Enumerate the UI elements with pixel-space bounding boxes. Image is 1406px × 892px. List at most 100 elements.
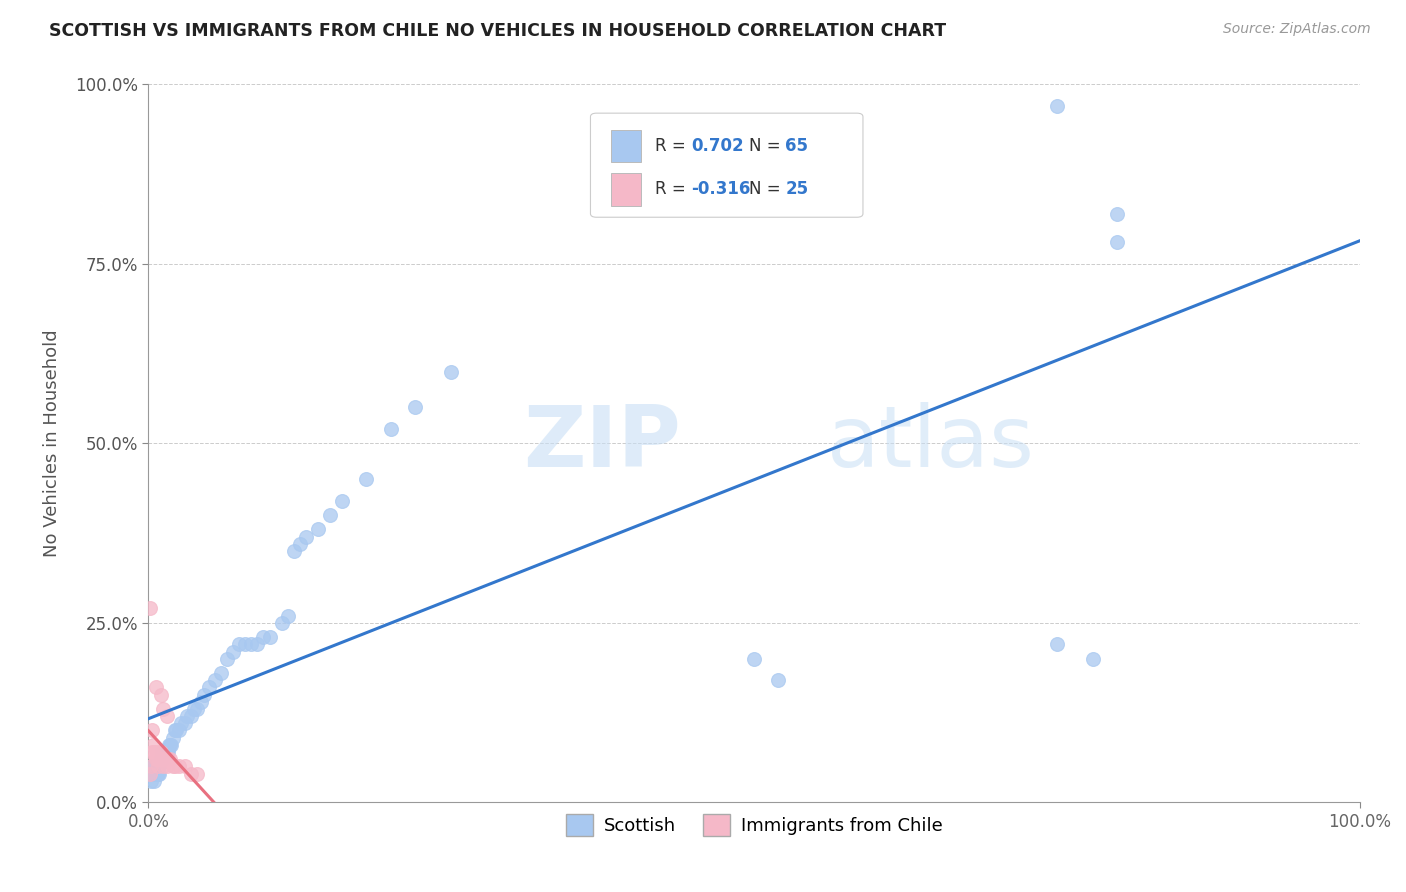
Point [165,723,187,738]
Text: SCOTTISH VS IMMIGRANTS FROM CHILE NO VEHICLES IN HOUSEHOLD CORRELATION CHART: SCOTTISH VS IMMIGRANTS FROM CHILE NO VEH… [49,22,946,40]
Point [440,365,463,379]
Point [155,752,177,766]
Point [165,723,187,738]
Point [209,666,232,681]
FancyBboxPatch shape [612,129,641,162]
Point [1081,651,1104,665]
Point [165,759,187,773]
Point [152,702,174,716]
Point [153,752,176,766]
Point [176,709,198,723]
Point [148,766,170,780]
Point [277,608,299,623]
Point [404,401,426,415]
Point [141,745,163,759]
Point [139,773,162,788]
Point [193,688,215,702]
Point [180,709,202,723]
Point [148,752,170,766]
Point [141,759,163,773]
Text: 0.702: 0.702 [690,136,744,155]
Point [138,601,160,615]
Point [162,731,184,745]
Point [146,745,169,759]
Point [307,523,329,537]
Point [246,637,269,651]
Point [155,745,177,759]
Point [159,752,181,766]
Point [1046,637,1069,651]
Point [146,759,169,773]
Point [1107,207,1129,221]
Point [138,766,160,780]
Point [146,752,169,766]
Point [204,673,226,688]
Point [295,530,318,544]
Point [156,745,179,759]
Text: R =: R = [655,136,690,155]
Point [222,644,245,658]
FancyBboxPatch shape [591,113,863,218]
Text: N =: N = [749,180,786,198]
Point [167,759,190,773]
Point [143,773,166,788]
Point [148,759,170,773]
Point [170,716,193,731]
Point [155,745,177,759]
Point [150,752,173,766]
Point [152,759,174,773]
Point [742,651,765,665]
Point [198,681,221,695]
Point [160,738,183,752]
Point [190,695,212,709]
Text: R =: R = [655,180,690,198]
Text: 65: 65 [786,136,808,155]
Point [180,766,202,780]
Point [139,759,162,773]
Point [146,759,169,773]
Text: ZIP: ZIP [523,402,682,485]
Point [233,637,256,651]
Point [153,745,176,759]
Text: N =: N = [749,136,786,155]
Point [380,422,402,436]
Point [240,637,263,651]
Text: Source: ZipAtlas.com: Source: ZipAtlas.com [1223,22,1371,37]
Point [252,630,274,644]
Point [173,716,195,731]
Point [141,766,163,780]
Point [283,544,305,558]
Point [145,766,167,780]
Point [143,745,166,759]
Point [149,688,172,702]
Point [142,766,165,780]
Point [217,651,239,665]
Point [146,766,169,780]
Y-axis label: No Vehicles in Household: No Vehicles in Household [44,329,60,558]
Point [186,766,208,780]
Point [143,759,166,773]
Point [157,738,180,752]
Point [145,759,167,773]
Text: -0.316: -0.316 [690,180,751,198]
Point [766,673,789,688]
Point [146,759,169,773]
Point [228,637,250,651]
Point [149,752,172,766]
Point [155,709,177,723]
Point [155,759,177,773]
Point [288,537,311,551]
Point [150,745,173,759]
Point [149,745,172,759]
Text: atlas: atlas [827,402,1035,485]
Point [259,630,281,644]
Point [330,493,353,508]
Point [138,766,160,780]
Point [162,759,184,773]
Point [152,752,174,766]
Legend: Scottish, Immigrants from Chile: Scottish, Immigrants from Chile [558,807,949,844]
Point [319,508,342,523]
Text: 25: 25 [786,180,808,198]
Point [183,702,205,716]
Point [141,723,163,738]
